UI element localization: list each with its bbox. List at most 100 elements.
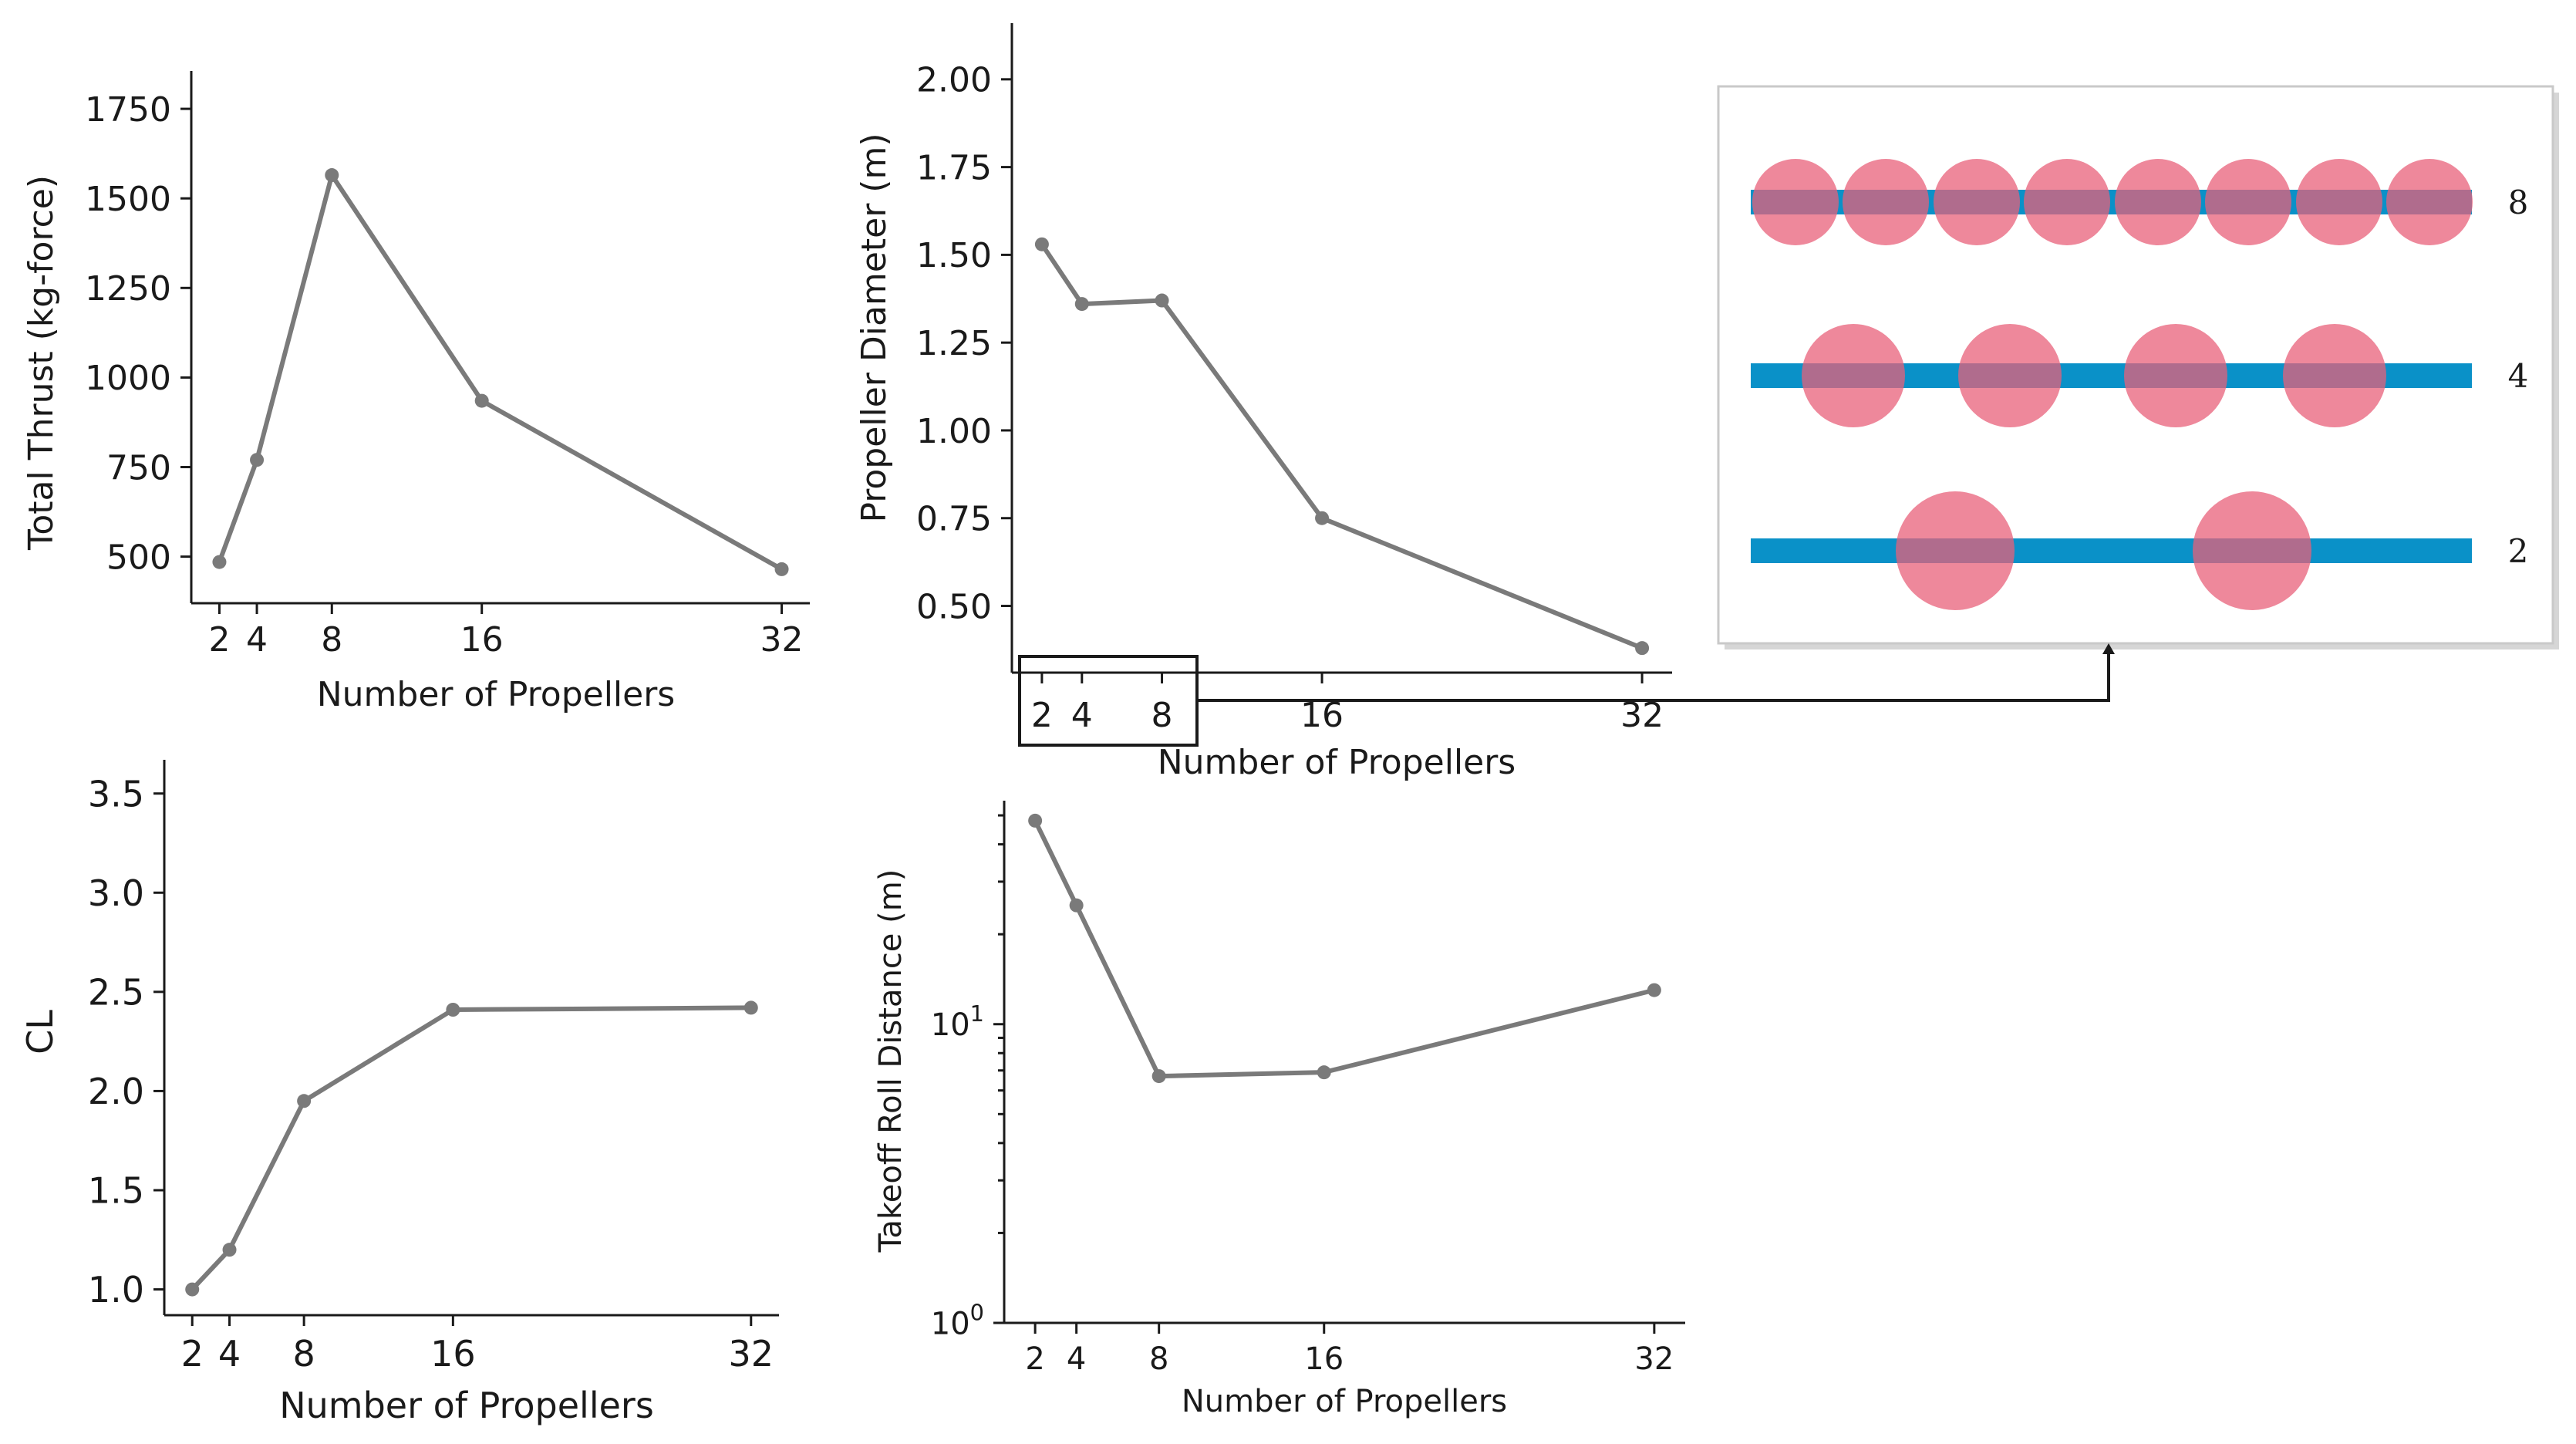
cl-xtick-label: 2 (181, 1333, 204, 1375)
thrust-ytick-label: 1250 (85, 269, 171, 309)
diameter-ytick-label: 1.25 (916, 324, 992, 363)
thrust-data-point (325, 168, 339, 183)
inset-propeller-disk (1896, 491, 2015, 610)
diameter-data-point (1635, 641, 1650, 656)
cl-ytick-label: 3.0 (88, 872, 144, 914)
thrust-xtick-label: 8 (321, 620, 342, 660)
inset-propeller-disk (1958, 324, 2062, 427)
thrust-xtick-label: 32 (760, 620, 804, 660)
thrust-points (212, 168, 789, 576)
inset-propeller-disk (2386, 159, 2473, 245)
takeoff-ytick-label: 100 (931, 1299, 984, 1341)
diameter-xtick-label: 32 (1620, 696, 1664, 735)
thrust-series-line (217, 173, 784, 572)
zoom-connector-line (1197, 649, 2110, 702)
thrust-x-label: Number of Propellers (317, 675, 675, 714)
propeller-layout-inset: 8 4 2 (1717, 85, 2559, 649)
cl-data-point (297, 1094, 312, 1108)
takeoff-series-line (1033, 819, 1655, 1079)
diameter-ytick-label: 2.00 (916, 61, 992, 100)
cl-xtick-label: 8 (292, 1333, 315, 1375)
thrust-xtick-label: 2 (208, 620, 230, 660)
cl-ticks: 2 4 8 16 32 1.0 1.5 2.0 2.5 3.0 3.5 (88, 773, 774, 1375)
diameter-ytick-label: 1.50 (916, 236, 992, 275)
takeoff-ticks: 2 4 8 16 32 100 101 (931, 814, 1674, 1377)
inset-rod-2 (1751, 538, 2472, 563)
thrust-ytick-label: 1500 (85, 180, 171, 219)
inset-propeller-disk (2115, 159, 2201, 245)
thrust-xtick-label: 4 (246, 620, 268, 660)
diameter-series-line (1040, 243, 1644, 650)
inset-rows: 8 4 2 (1751, 159, 2528, 610)
thrust-y-label: Total Thrust (kg-force) (22, 175, 61, 551)
cl-x-label: Number of Propellers (279, 1385, 654, 1426)
chart-total-thrust: 2 4 8 16 32 500 750 1000 1250 1500 1750 Number of … (22, 71, 810, 714)
takeoff-xtick-label: 2 (1025, 1341, 1044, 1377)
takeoff-data-point (1317, 1065, 1331, 1080)
takeoff-data-point (1028, 813, 1043, 828)
thrust-data-point (250, 453, 265, 467)
takeoff-xtick-label: 32 (1634, 1341, 1674, 1377)
cl-series-line (191, 1005, 751, 1291)
diameter-data-point (1155, 293, 1169, 308)
chart-propeller-diameter: 2 4 8 16 32 0.50 0.75 1.00 1.25 1.50 1.75 2.00 Numb… (855, 23, 1672, 782)
diameter-data-point (1074, 297, 1089, 312)
thrust-data-point (212, 555, 227, 569)
inset-propeller-disk (2205, 159, 2291, 245)
takeoff-data-point (1647, 983, 1661, 997)
cl-y-label: CL (19, 1010, 61, 1054)
cl-points (185, 1000, 758, 1297)
inset-propeller-disk (1752, 159, 1839, 245)
diameter-y-label: Propeller Diameter (m) (855, 133, 894, 523)
inset-propeller-disk (2124, 324, 2227, 427)
cl-ytick-label: 1.0 (88, 1269, 144, 1311)
diameter-ytick-label: 0.50 (916, 587, 992, 626)
diameter-points (1034, 237, 1650, 656)
diameter-xtick-label: 16 (1300, 696, 1344, 735)
diameter-xtick-label: 4 (1071, 696, 1093, 735)
cl-data-point (222, 1243, 237, 1257)
diameter-x-label: Number of Propellers (1158, 743, 1516, 782)
diameter-xtick-label: 2 (1031, 696, 1053, 735)
inset-propeller-disk (1802, 324, 1905, 427)
takeoff-xtick-label: 16 (1304, 1341, 1344, 1377)
thrust-ytick-label: 500 (106, 538, 171, 577)
takeoff-data-point (1151, 1069, 1166, 1084)
inset-row-label: 4 (2508, 357, 2529, 395)
takeoff-ytick-label: 101 (931, 1000, 984, 1043)
diameter-ytick-label: 1.00 (916, 412, 992, 451)
takeoff-x-label: Number of Propellers (1182, 1384, 1507, 1419)
inset-propeller-disk (1843, 159, 1929, 245)
inset-propeller-disk (2024, 159, 2110, 245)
takeoff-points (1028, 813, 1661, 1084)
diameter-data-point (1034, 237, 1049, 251)
diameter-xtick-label: 8 (1151, 696, 1173, 735)
cl-xtick-label: 4 (218, 1333, 241, 1375)
chart-cl: 2 4 8 16 32 1.0 1.5 2.0 2.5 3.0 3.5 Number of Prop… (19, 760, 779, 1426)
diameter-ytick-label: 1.75 (916, 148, 992, 187)
cl-data-point (743, 1000, 758, 1015)
thrust-ytick-label: 1750 (85, 90, 171, 130)
thrust-xtick-label: 16 (460, 620, 504, 660)
connector-arrowhead (2102, 643, 2115, 654)
inset-propeller-disk (2296, 159, 2382, 245)
cl-data-point (446, 1003, 460, 1017)
cl-xtick-label: 16 (430, 1333, 476, 1375)
inset-propeller-disk (2283, 324, 2386, 427)
takeoff-xtick-label: 4 (1067, 1341, 1086, 1377)
cl-ytick-label: 2.5 (88, 971, 144, 1013)
inset-row-label: 8 (2508, 184, 2529, 221)
inset-row-label: 2 (2508, 532, 2529, 570)
cl-ytick-label: 2.0 (88, 1071, 144, 1112)
inset-propeller-disk (1934, 159, 2020, 245)
thrust-ticks: 2 4 8 16 32 500 750 1000 1250 1500 1750 (85, 90, 804, 660)
cl-data-point (185, 1282, 200, 1297)
thrust-data-point (774, 562, 789, 576)
inset-propeller-disk (2193, 491, 2311, 610)
chart-takeoff-roll: 2 4 8 16 32 100 101 Number of Propellers Takeo… (873, 801, 1685, 1419)
thrust-data-point (474, 393, 489, 408)
takeoff-y-label: Takeoff Roll Distance (m) (873, 869, 909, 1253)
cl-ytick-label: 3.5 (88, 773, 144, 815)
thrust-ytick-label: 1000 (85, 359, 171, 398)
